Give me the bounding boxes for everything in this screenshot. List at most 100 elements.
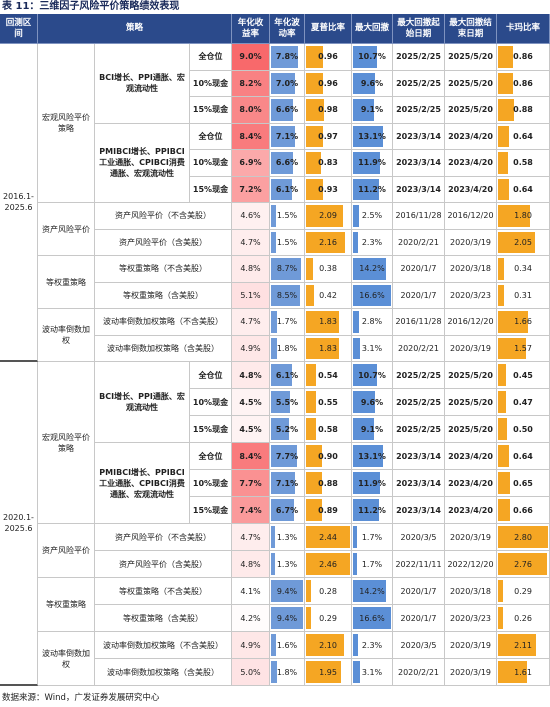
data-cell: 2020/2/21	[393, 335, 445, 362]
data-bar	[306, 152, 321, 174]
data-cell: 2.3%	[352, 229, 393, 256]
data-cell: 4.9%	[232, 632, 270, 659]
data-cell: 2.76	[497, 551, 550, 578]
cell-text: 9.1%	[360, 424, 384, 434]
data-cell: 1.8%	[270, 335, 305, 362]
cell-text: 0.29	[319, 613, 337, 623]
cell-text: 2025/2/25	[396, 397, 441, 407]
cell-text: 3.1%	[361, 343, 383, 353]
data-bar	[498, 607, 503, 629]
data-cell: 2020/3/19	[445, 659, 497, 686]
cell-text: 0.64	[513, 184, 533, 194]
cell-text: 10.7%	[358, 370, 386, 380]
data-cell: 7.8%	[270, 44, 305, 71]
data-cell: 4.8%	[232, 551, 270, 578]
data-bar	[353, 46, 378, 68]
row-label-text: 15%现金	[192, 424, 229, 434]
group-label-text: 宏观风险平价策略	[42, 113, 90, 133]
row-label-text: 等权重策略（含美股）	[123, 613, 203, 623]
source-note: 数据来源：Wind，广发证券发展研究中心	[2, 693, 160, 703]
data-cell: 9.1%	[352, 416, 393, 443]
data-bar	[498, 391, 507, 413]
data-bar	[353, 258, 386, 280]
data-bar	[306, 178, 323, 200]
cell-text: 0.47	[513, 397, 533, 407]
header-cell: 年化收益率	[232, 14, 270, 44]
data-cell: 9.4%	[270, 605, 305, 632]
data-bar	[306, 661, 341, 683]
header-cell-text: 卡玛比率	[505, 23, 540, 33]
row-label-text: 10%现金	[192, 78, 229, 88]
header-cell: 年化波动率	[270, 14, 305, 44]
cell-text: 2020/3/23	[449, 613, 492, 623]
data-bar	[353, 472, 381, 494]
cell-text: 2020/2/21	[397, 667, 440, 677]
row-label-text: 资产风险平价（含美股）	[119, 559, 207, 569]
cell-text: 2023/4/20	[448, 478, 493, 488]
data-cell: 0.66	[497, 497, 550, 524]
cell-text: 2016/11/28	[395, 211, 442, 221]
cell-text: 7.1%	[275, 478, 299, 488]
row-label: 15%现金	[190, 176, 232, 203]
data-cell: 1.80	[497, 203, 550, 230]
data-cell: 9.0%	[232, 44, 270, 71]
data-bar	[353, 418, 374, 440]
cell-text: 2020/3/5	[400, 532, 437, 542]
data-cell: 8.7%	[270, 256, 305, 283]
cell-text: 2016/12/20	[447, 317, 494, 327]
data-cell: 7.4%	[232, 497, 270, 524]
cell-text: 0.96	[318, 78, 338, 88]
cell-text: 2020/3/19	[449, 343, 492, 353]
header-cell-text: 最大回撤结束日期	[449, 17, 492, 39]
data-bar	[353, 634, 359, 656]
data-bar	[353, 526, 357, 548]
cell-text: 6.6%	[275, 105, 299, 115]
data-cell: 13.1%	[352, 443, 393, 470]
data-cell: 1.83	[305, 309, 352, 336]
cell-text: 7.7%	[275, 451, 299, 461]
row-label: 15%现金	[190, 97, 232, 124]
data-cell: 13.1%	[352, 123, 393, 150]
data-cell: 0.42	[305, 282, 352, 309]
data-cell: 0.31	[497, 282, 550, 309]
data-cell: 1.5%	[270, 203, 305, 230]
data-bar	[271, 364, 292, 386]
data-cell: 0.47	[497, 389, 550, 416]
cell-text: 1.83	[319, 343, 337, 353]
data-cell: 2020/3/19	[445, 335, 497, 362]
cell-text: 16.6%	[359, 290, 385, 300]
data-cell: 11.9%	[352, 150, 393, 177]
cell-text: 2025/2/25	[396, 52, 441, 62]
period-label-text: 2016.1-2025.6	[3, 192, 34, 212]
data-cell: 6.6%	[270, 97, 305, 124]
cell-text: 6.7%	[275, 505, 299, 515]
header-cell: 最大回撤起始日期	[393, 14, 445, 44]
cell-text: 2020/3/19	[449, 667, 492, 677]
data-bar	[498, 661, 527, 683]
data-cell: 2.3%	[352, 632, 393, 659]
row-label: 10%现金	[190, 470, 232, 497]
data-bar	[498, 418, 507, 440]
cell-text: 2.05	[514, 237, 532, 247]
data-bar	[353, 499, 379, 521]
cell-text: 2.3%	[361, 237, 383, 247]
cell-text: 0.88	[513, 105, 533, 115]
cell-text: 0.26	[514, 613, 532, 623]
data-cell: 0.64	[497, 176, 550, 203]
data-bar	[498, 205, 531, 227]
data-bar	[306, 580, 311, 602]
data-cell: 2022/11/11	[393, 551, 445, 578]
data-cell: 2023/3/14	[393, 123, 445, 150]
data-cell: 2025/5/20	[445, 97, 497, 124]
data-bar	[271, 311, 277, 333]
cell-text: 1.57	[514, 343, 532, 353]
group-label: 波动率倒数加权	[38, 309, 95, 362]
cell-text: 9.4%	[276, 586, 298, 596]
cell-text: 2.80	[514, 532, 532, 542]
cell-text: 2.5%	[361, 211, 383, 221]
row-label-text: 15%现金	[192, 105, 229, 115]
data-cell: 2.10	[305, 632, 352, 659]
row-label: 资产风险平价（不含美股）	[95, 524, 232, 551]
data-bar	[353, 580, 386, 602]
cell-text: 0.58	[318, 424, 338, 434]
